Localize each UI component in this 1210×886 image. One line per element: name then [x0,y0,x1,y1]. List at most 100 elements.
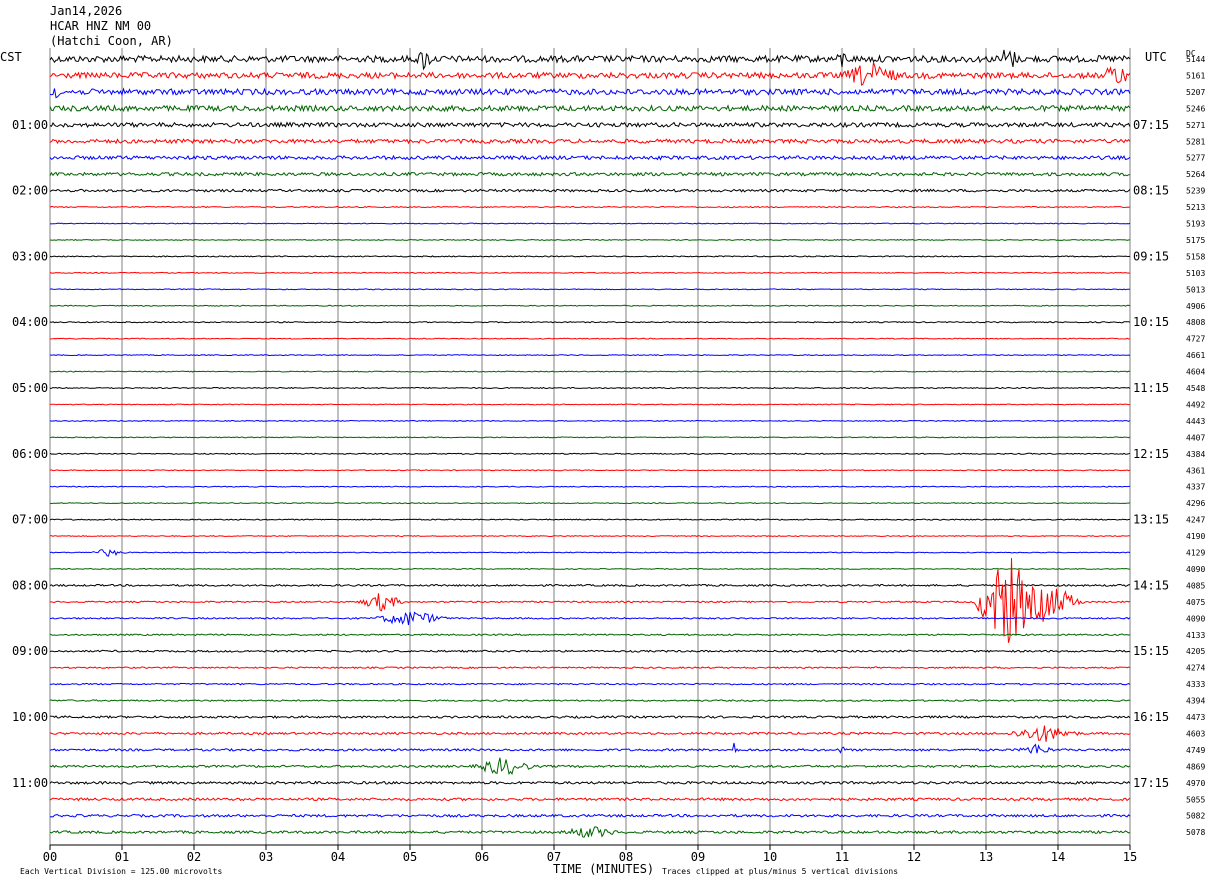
x-tick-label: 02 [187,850,201,864]
dc-offset-value: 5082 [1186,812,1205,821]
dc-offset-value: 4337 [1186,483,1205,492]
dc-offset-value: 5103 [1186,269,1205,278]
dc-offset-value: 4190 [1186,532,1205,541]
trace-row [49,288,1130,291]
left-time-label: 07:00 [12,513,48,527]
dc-offset-value: 5175 [1186,236,1205,245]
trace-row [49,567,1131,570]
dc-offset-value: 4274 [1186,664,1205,673]
left-time-label: 09:00 [12,644,48,658]
trace-row [49,583,1130,588]
right-time-label: 12:15 [1133,447,1169,461]
left-time-label: 11:00 [12,776,48,790]
clip-note: Traces clipped at plus/minus 5 vertical … [662,867,899,876]
station-location: (Hatchi Coon, AR) [50,34,173,48]
dc-offset-value: 4296 [1186,499,1205,508]
right-time-label: 07:15 [1133,118,1169,132]
trace-row [49,699,1131,702]
trace-row [49,304,1131,307]
left-timezone-label: CST [0,50,22,64]
dc-offset-value: 5281 [1186,137,1205,146]
dc-offset-value: 5207 [1186,88,1205,97]
trace-row [49,469,1131,472]
x-tick-label: 07 [547,850,561,864]
right-timezone-label: UTC [1145,50,1167,64]
x-tick-label: 03 [259,850,273,864]
x-tick-label: 10 [763,850,777,864]
trace-row [49,780,1131,785]
x-tick-label: 13 [979,850,993,864]
x-tick-label: 01 [115,850,129,864]
trace-row [49,62,1131,86]
trace-row [49,403,1131,406]
trace-row [49,49,1131,71]
trace-row [49,419,1131,422]
right-time-label: 09:15 [1133,249,1169,263]
trace-row [49,222,1131,225]
dc-offset-value: 4333 [1186,680,1205,689]
dc-offset-value: 5246 [1186,104,1205,113]
trace-row [49,121,1131,129]
trace-row [49,797,1131,802]
dc-offset-value: 4661 [1186,351,1205,360]
dc-offset-value: 4075 [1186,598,1205,607]
dc-offset-value: 5277 [1186,154,1205,163]
trace-row [49,205,1131,209]
x-tick-label: 05 [403,850,417,864]
right-time-label: 17:15 [1133,776,1169,790]
dc-offset-value: 4247 [1186,516,1205,525]
dc-offset-value: 5013 [1186,285,1205,294]
dc-offset-value: 4090 [1186,614,1205,623]
x-tick-label: 14 [1051,850,1065,864]
dc-offset-value: 4133 [1186,631,1205,640]
trace-row [49,502,1131,505]
dc-offset-header: DC [1186,49,1196,58]
trace-row [49,436,1131,439]
trace-row [49,104,1131,113]
x-tick-label: 08 [619,850,633,864]
trace-row [50,558,1131,643]
plot-date: Jan14,2026 [50,4,123,18]
dc-offset-value: 5239 [1186,187,1205,196]
dc-offset-value: 4384 [1186,450,1205,459]
trace-row [49,742,1131,754]
trace-row [49,354,1131,357]
dc-offset-value: 5271 [1186,121,1205,130]
trace-row [49,386,1131,390]
trace-row [49,271,1131,274]
left-time-label: 03:00 [12,249,48,263]
trace-row [49,370,1131,373]
x-tick-label: 04 [331,850,345,864]
x-tick-label: 00 [43,850,57,864]
left-time-label: 04:00 [12,315,48,329]
trace-row [49,238,1131,241]
trace-row [49,826,1131,838]
left-time-label: 05:00 [12,381,48,395]
trace-row [49,757,1131,776]
trace-row [49,337,1131,340]
x-tick-label: 12 [907,850,921,864]
dc-offset-value: 4443 [1186,417,1205,426]
trace-row [49,535,1131,538]
left-time-label: 06:00 [12,447,48,461]
trace-row [50,666,1131,669]
x-tick-label: 09 [691,850,705,864]
trace-row [49,813,1131,818]
dc-offset-value: 4603 [1186,729,1205,738]
dc-offset-value: 5144 [1186,55,1205,64]
trace-row [49,649,1131,653]
trace-row [49,154,1131,161]
dc-offset-value: 5161 [1186,71,1205,80]
right-time-label: 08:15 [1133,184,1169,198]
trace-row [49,321,1131,324]
dc-offset-value: 4090 [1186,565,1205,574]
dc-offset-value: 5264 [1186,170,1205,179]
right-time-label: 14:15 [1133,578,1169,592]
trace-row [49,518,1131,521]
dc-offset-value: 4394 [1186,697,1205,706]
dc-offset-value: 4869 [1186,762,1205,771]
trace-row [49,87,1131,99]
trace-row [49,188,1131,193]
x-axis-title: TIME (MINUTES) [553,862,655,876]
dc-offset-value: 5193 [1186,220,1205,229]
